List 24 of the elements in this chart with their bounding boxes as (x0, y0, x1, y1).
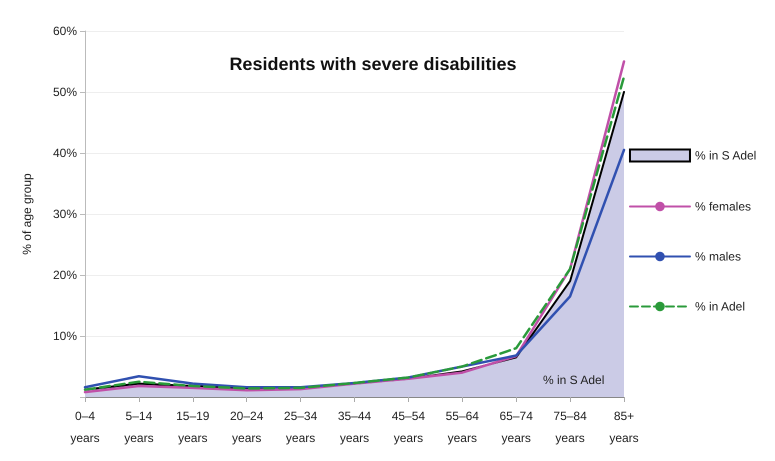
y-tick-label: 20% (52, 268, 78, 282)
y-tick-label: 60% (52, 24, 78, 38)
x-tick-label: 20–24 years (230, 409, 264, 445)
x-tick-label: 45–54 years (392, 409, 426, 445)
x-tick-label: 5–14 years (124, 409, 154, 445)
legend-label: % in S Adel (694, 148, 756, 162)
y-tick-label: 40% (52, 146, 78, 160)
x-tick-label: 75–84 years (553, 409, 588, 445)
x-tick-label: 0–4 years (70, 409, 100, 445)
x-tick-label: 55–64 years (446, 409, 480, 445)
y-tick-label: 30% (52, 207, 78, 221)
x-tick-label: 35–44 years (338, 409, 372, 445)
annotation: % in S Adel (543, 373, 604, 387)
y-tick-label: 10% (52, 329, 78, 343)
text: Residents with severe disabilities (229, 54, 517, 74)
legend-label: % in Adel (694, 300, 746, 314)
legend-label: % males (694, 250, 741, 264)
x-tick-label: 25–34 years (284, 409, 318, 445)
y-axis-title: % of age group (20, 172, 34, 255)
x-tick-label: 65–74 years (500, 409, 534, 445)
x-tick-label: 15–19 years (176, 409, 210, 445)
x-tick-label: 85+ years (609, 409, 639, 445)
legend-label: % females (694, 200, 751, 214)
y-tick-label: 50% (52, 85, 78, 99)
